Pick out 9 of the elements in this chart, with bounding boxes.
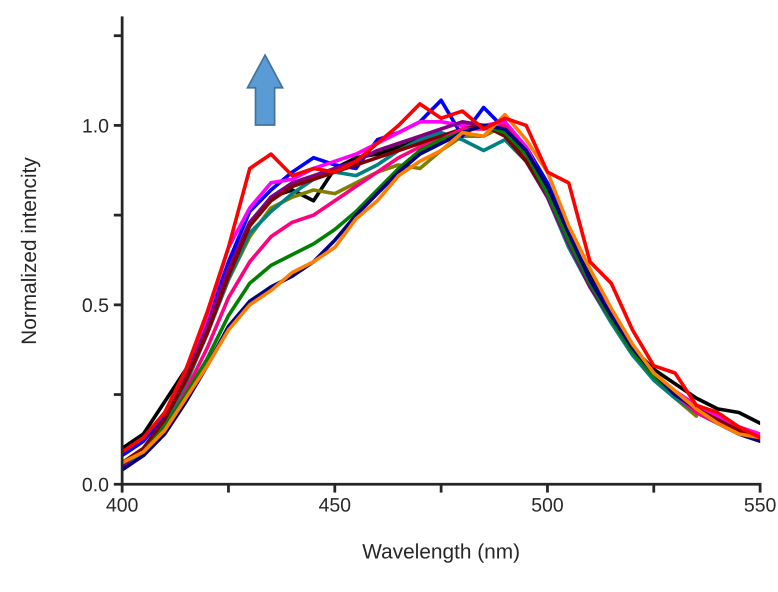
x-axis-title: Wavelength (nm): [362, 543, 519, 563]
y-tick-label: 0.0: [82, 478, 108, 492]
x-tick-label: 400: [106, 498, 138, 512]
x-tick-label: 550: [744, 498, 776, 512]
y-tick-label: 0.5: [82, 298, 108, 312]
y-tick-label: 1.0: [83, 118, 108, 133]
y-axis-title: Normalized intencity: [20, 157, 40, 344]
x-tick-label: 450: [319, 498, 350, 512]
x-tick-label: 500: [532, 498, 563, 512]
